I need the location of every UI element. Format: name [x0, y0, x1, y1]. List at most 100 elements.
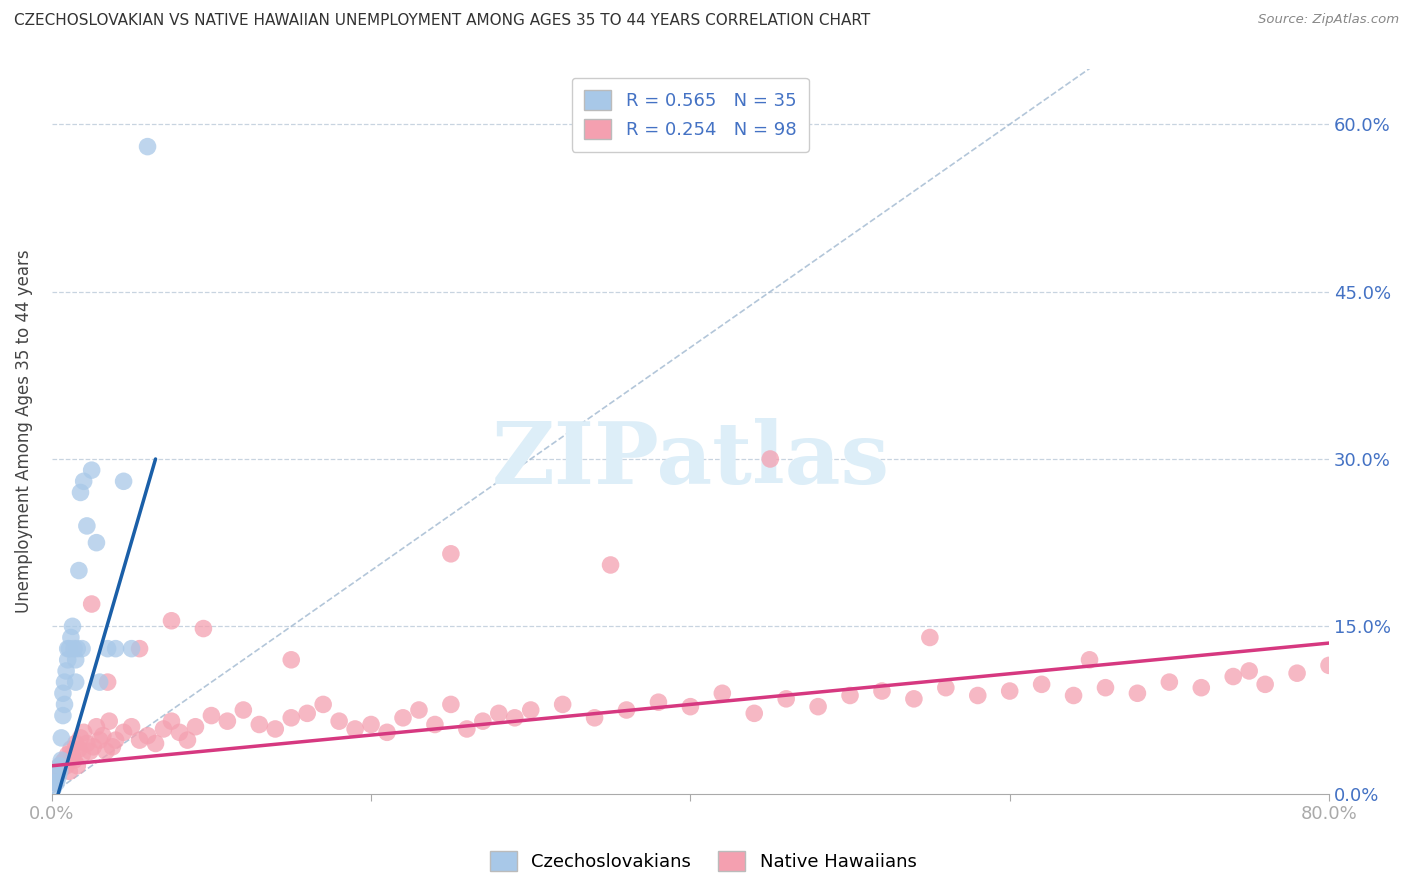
Point — [839, 689, 862, 703]
Point — [136, 729, 159, 743]
Point — [70, 747, 93, 762]
Point — [101, 739, 124, 754]
Point — [440, 698, 463, 712]
Point — [1222, 669, 1244, 683]
Point — [456, 722, 478, 736]
Point — [1078, 653, 1101, 667]
Point — [176, 733, 198, 747]
Point — [53, 698, 76, 712]
Point — [1237, 664, 1260, 678]
Point — [152, 722, 174, 736]
Point — [51, 753, 73, 767]
Point — [97, 675, 120, 690]
Point — [344, 722, 367, 736]
Point — [66, 759, 89, 773]
Point — [46, 766, 69, 780]
Point — [48, 759, 70, 773]
Point — [65, 736, 87, 750]
Point — [70, 641, 93, 656]
Point — [280, 653, 302, 667]
Y-axis label: Unemployment Among Ages 35 to 44 years: Unemployment Among Ages 35 to 44 years — [15, 249, 32, 613]
Point — [903, 691, 925, 706]
Point — [53, 753, 76, 767]
Point — [160, 714, 183, 728]
Point — [42, 775, 65, 789]
Text: Source: ZipAtlas.com: Source: ZipAtlas.com — [1258, 13, 1399, 27]
Point — [1254, 677, 1277, 691]
Point — [440, 547, 463, 561]
Point — [73, 725, 96, 739]
Point — [104, 733, 127, 747]
Point — [44, 770, 66, 784]
Point — [63, 641, 86, 656]
Point — [160, 614, 183, 628]
Point — [112, 475, 135, 489]
Point — [966, 689, 988, 703]
Point — [136, 139, 159, 153]
Point — [51, 731, 73, 745]
Point — [67, 742, 90, 756]
Point — [1063, 689, 1085, 703]
Point — [264, 722, 287, 736]
Point — [104, 641, 127, 656]
Point — [67, 564, 90, 578]
Point — [52, 756, 75, 770]
Point — [59, 631, 82, 645]
Point — [599, 558, 621, 572]
Point — [1126, 686, 1149, 700]
Point — [45, 764, 67, 779]
Point — [128, 733, 150, 747]
Point — [45, 775, 67, 789]
Point — [1094, 681, 1116, 695]
Point — [775, 691, 797, 706]
Point — [1031, 677, 1053, 691]
Point — [145, 736, 167, 750]
Point — [121, 720, 143, 734]
Point — [94, 744, 117, 758]
Point — [73, 475, 96, 489]
Point — [52, 686, 75, 700]
Point — [89, 675, 111, 690]
Point — [247, 717, 270, 731]
Point — [295, 706, 318, 721]
Point — [97, 641, 120, 656]
Text: ZIPatlas: ZIPatlas — [491, 418, 890, 502]
Point — [91, 729, 114, 743]
Point — [408, 703, 430, 717]
Point — [76, 519, 98, 533]
Point — [935, 681, 957, 695]
Point — [375, 725, 398, 739]
Point — [121, 641, 143, 656]
Point — [360, 717, 382, 731]
Point — [46, 770, 69, 784]
Point — [51, 762, 73, 776]
Legend: R = 0.565   N = 35, R = 0.254   N = 98: R = 0.565 N = 35, R = 0.254 N = 98 — [572, 78, 808, 152]
Point — [870, 684, 893, 698]
Point — [583, 711, 606, 725]
Point — [79, 744, 101, 758]
Point — [66, 641, 89, 656]
Point — [69, 485, 91, 500]
Point — [48, 764, 70, 779]
Point — [44, 775, 66, 789]
Point — [1317, 658, 1340, 673]
Point — [423, 717, 446, 731]
Point — [112, 725, 135, 739]
Point — [58, 641, 80, 656]
Point — [52, 708, 75, 723]
Point — [169, 725, 191, 739]
Point — [63, 753, 86, 767]
Point — [42, 781, 65, 796]
Point — [519, 703, 541, 717]
Point — [488, 706, 510, 721]
Point — [98, 714, 121, 728]
Point — [56, 653, 79, 667]
Point — [80, 463, 103, 477]
Point — [280, 711, 302, 725]
Point — [759, 452, 782, 467]
Point — [48, 759, 70, 773]
Point — [679, 699, 702, 714]
Point — [1286, 666, 1309, 681]
Text: CZECHOSLOVAKIAN VS NATIVE HAWAIIAN UNEMPLOYMENT AMONG AGES 35 TO 44 YEARS CORREL: CZECHOSLOVAKIAN VS NATIVE HAWAIIAN UNEMP… — [14, 13, 870, 29]
Point — [86, 720, 108, 734]
